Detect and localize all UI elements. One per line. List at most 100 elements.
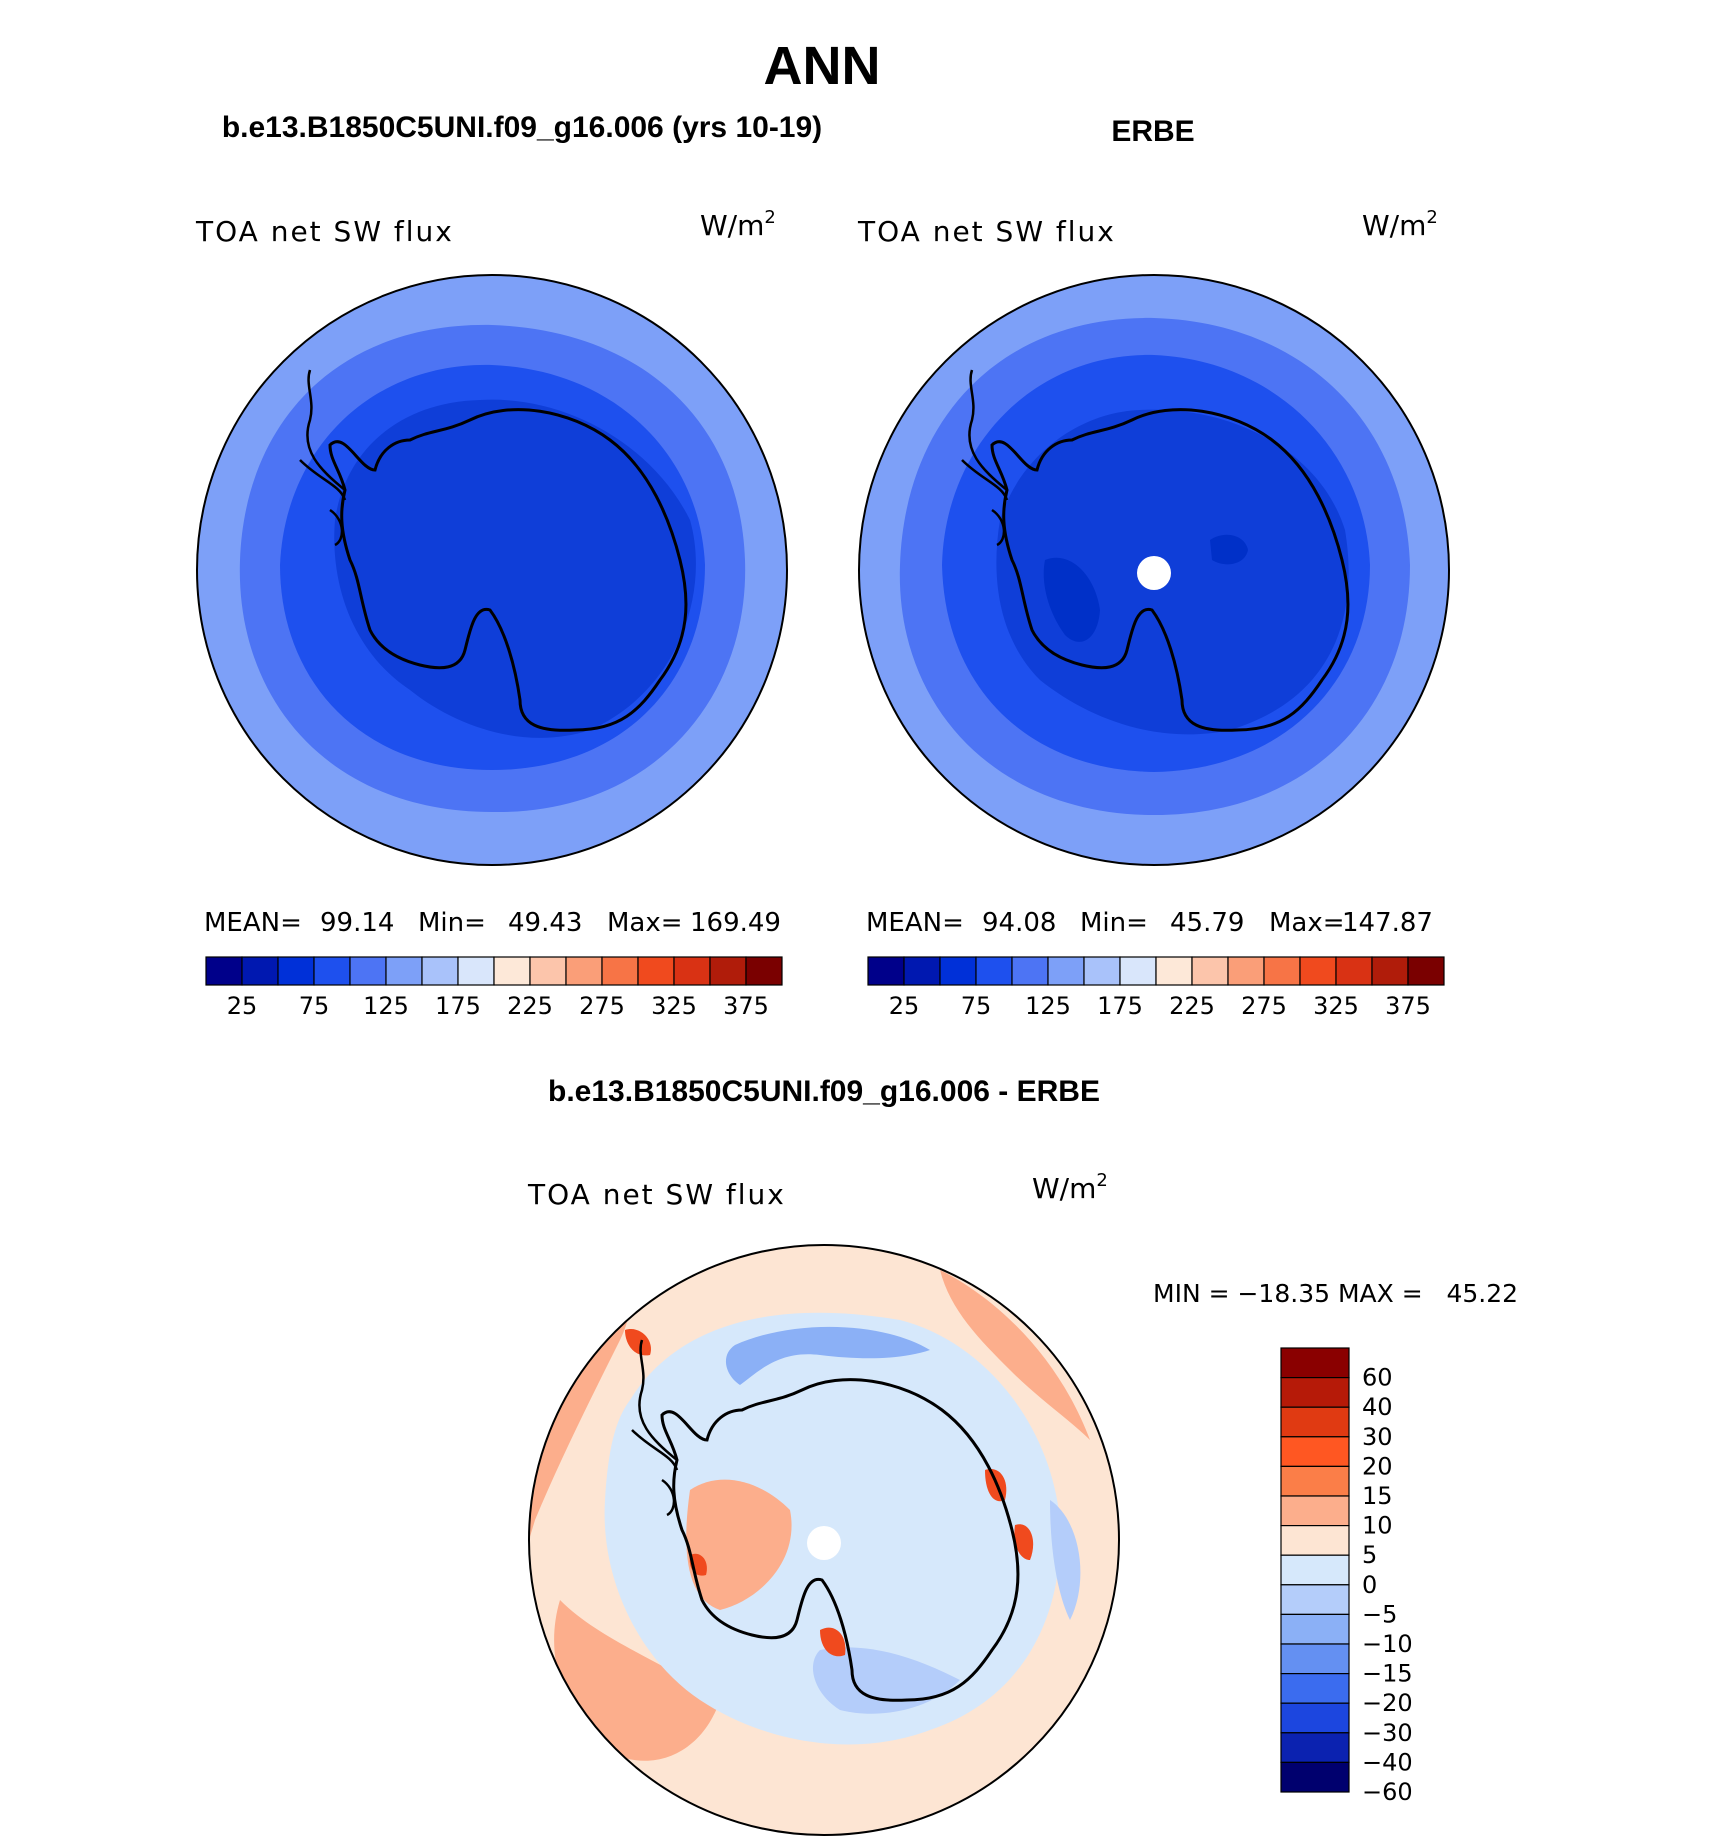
- colorbar-swatch: [1011, 956, 1049, 986]
- panel-obs-max-label: Max=: [1269, 908, 1345, 938]
- colorbar-tick-label: 325: [651, 992, 697, 1020]
- colorbar-swatch: [1191, 956, 1229, 986]
- colorbar-swatch: [1280, 1732, 1350, 1764]
- colorbar-swatch: [421, 956, 459, 986]
- colorbar-tick-label: 75: [961, 992, 992, 1020]
- colorbar-swatch: [1371, 956, 1409, 986]
- diff-pos-spot-3: [820, 1627, 846, 1657]
- colorbar-tick-label: 275: [579, 992, 625, 1020]
- colorbar-tick-label: 175: [435, 992, 481, 1020]
- panel-model-units-base: W/m: [700, 209, 764, 242]
- colorbar-tick-label: 60: [1362, 1364, 1393, 1392]
- diff-outer-pos-2: [940, 1270, 1090, 1440]
- colorbar-swatch: [1280, 1376, 1350, 1408]
- colorbar-tick-label: 25: [889, 992, 920, 1020]
- colorbar-swatch: [1280, 1584, 1350, 1616]
- panel-obs-pole-hole: [1137, 556, 1171, 590]
- colorbar-tick-label: 125: [363, 992, 409, 1020]
- colorbar-tick-label: 30: [1362, 1423, 1393, 1451]
- colorbar-swatch: [277, 956, 315, 986]
- colorbar-tick-label: 375: [723, 992, 769, 1020]
- colorbar-tick-label: −10: [1362, 1630, 1413, 1658]
- level-min-patch: [1043, 557, 1100, 642]
- colorbar-swatch: [867, 956, 905, 986]
- colorbar-swatch: [565, 956, 603, 986]
- colorbar-tick-label: 25: [227, 992, 258, 1020]
- colorbar-swatch: [637, 956, 675, 986]
- panel-diff-title: b.e13.B1850C5UNI.f09_g16.006 - ERBE: [548, 1075, 1100, 1108]
- panel-model-max-label: Max=: [607, 908, 683, 938]
- panel-obs-map-border: [858, 274, 1450, 866]
- panel-obs-units-base: W/m: [1362, 209, 1426, 242]
- panel-obs-mean-label: MEAN=: [866, 908, 964, 938]
- colorbar-swatch: [975, 956, 1013, 986]
- panel-obs-colorbar: 25 75 125 175 225 275 325 375: [867, 956, 1445, 1020]
- colorbar-tick-label: 125: [1025, 992, 1071, 1020]
- colorbar-tick-label: −15: [1362, 1660, 1413, 1688]
- colorbar-tick-label: 75: [299, 992, 330, 1020]
- colorbar-swatch: [493, 956, 531, 986]
- diff-west-pos: [686, 1479, 792, 1610]
- colorbar-swatch: [1280, 1347, 1350, 1379]
- colorbar-tick-label: −20: [1362, 1689, 1413, 1717]
- colorbar-tick-label: 275: [1241, 992, 1287, 1020]
- panel-obs: ERBE TOA net SW flux W/m2 MEAN= 94.08 Mi…: [857, 115, 1450, 1020]
- colorbar-swatch: [241, 956, 279, 986]
- panel-model-units: W/m2: [700, 207, 776, 242]
- colorbar-swatch: [1280, 1672, 1350, 1704]
- colorbar-tick-label: 20: [1362, 1452, 1393, 1480]
- colorbar-swatch: [1280, 1524, 1350, 1556]
- panel-obs-min-label: Min=: [1080, 908, 1148, 938]
- colorbar-tick-label: 10: [1362, 1512, 1393, 1540]
- colorbar-swatch: [205, 956, 243, 986]
- panel-model-variable: TOA net SW flux: [195, 215, 454, 248]
- panel-model-title: b.e13.B1850C5UNI.f09_g16.006 (yrs 10-19): [222, 111, 822, 144]
- colorbar-swatch: [1280, 1436, 1350, 1468]
- diff-neg-band: [725, 1326, 930, 1385]
- panel-obs-stats: MEAN= 94.08 Min= 45.79 Max= 147.87: [866, 908, 1433, 938]
- diff-outer-pos-3: [554, 1600, 720, 1761]
- panel-model-stats: MEAN= 99.14 Min= 49.43 Max= 169.49: [204, 908, 781, 938]
- colorbar-swatch: [1280, 1554, 1350, 1586]
- colorbar-swatch: [1280, 1465, 1350, 1497]
- panel-obs-units-sup: 2: [1426, 207, 1437, 228]
- colorbar-tick-label: −30: [1362, 1719, 1413, 1747]
- colorbar-swatch: [745, 956, 783, 986]
- panel-model-min: 49.43: [508, 908, 582, 938]
- colorbar-swatch: [1280, 1495, 1350, 1527]
- panel-model-coastline: [328, 408, 688, 732]
- panel-obs-coastline: [990, 408, 1350, 732]
- panel-obs-peninsula: [961, 369, 1009, 547]
- colorbar-tick-label: 375: [1385, 992, 1431, 1020]
- level-core: [334, 399, 696, 738]
- colorbar-swatch: [601, 956, 639, 986]
- colorbar-swatch: [313, 956, 351, 986]
- panel-diff-variable: TOA net SW flux: [527, 1178, 786, 1211]
- colorbar-swatch: [1083, 956, 1121, 986]
- panel-obs-title: ERBE: [1111, 115, 1194, 148]
- colorbar-swatch: [1119, 956, 1157, 986]
- colorbar-tick-label: 40: [1362, 1393, 1393, 1421]
- panel-obs-variable: TOA net SW flux: [857, 215, 1116, 248]
- colorbar-swatch: [1263, 956, 1301, 986]
- colorbar-tick-label: −5: [1362, 1600, 1397, 1628]
- panel-diff-units: W/m2: [1032, 1170, 1108, 1205]
- diff-neg-band-3: [1050, 1500, 1081, 1620]
- colorbar-swatch: [1155, 956, 1193, 986]
- panel-diff-pole-hole: [807, 1526, 841, 1560]
- panel-model-map-border: [196, 274, 788, 866]
- colorbar-tick-label: 15: [1362, 1482, 1393, 1510]
- colorbar-tick-label: 225: [1169, 992, 1215, 1020]
- colorbar-swatch: [1407, 956, 1445, 986]
- panel-diff-stats: MIN = −18.35 MAX = 45.22: [1153, 1279, 1518, 1308]
- colorbar-swatch: [709, 956, 747, 986]
- colorbar-swatch: [529, 956, 567, 986]
- colorbar-swatch: [1299, 956, 1337, 986]
- panel-model: b.e13.B1850C5UNI.f09_g16.006 (yrs 10-19)…: [195, 111, 822, 1020]
- panel-obs-max: 147.87: [1342, 908, 1433, 938]
- panel-obs-units: W/m2: [1362, 207, 1438, 242]
- panel-model-mean-label: MEAN=: [204, 908, 302, 938]
- colorbar-swatch: [1280, 1406, 1350, 1438]
- colorbar-tick-label: 0: [1362, 1571, 1377, 1599]
